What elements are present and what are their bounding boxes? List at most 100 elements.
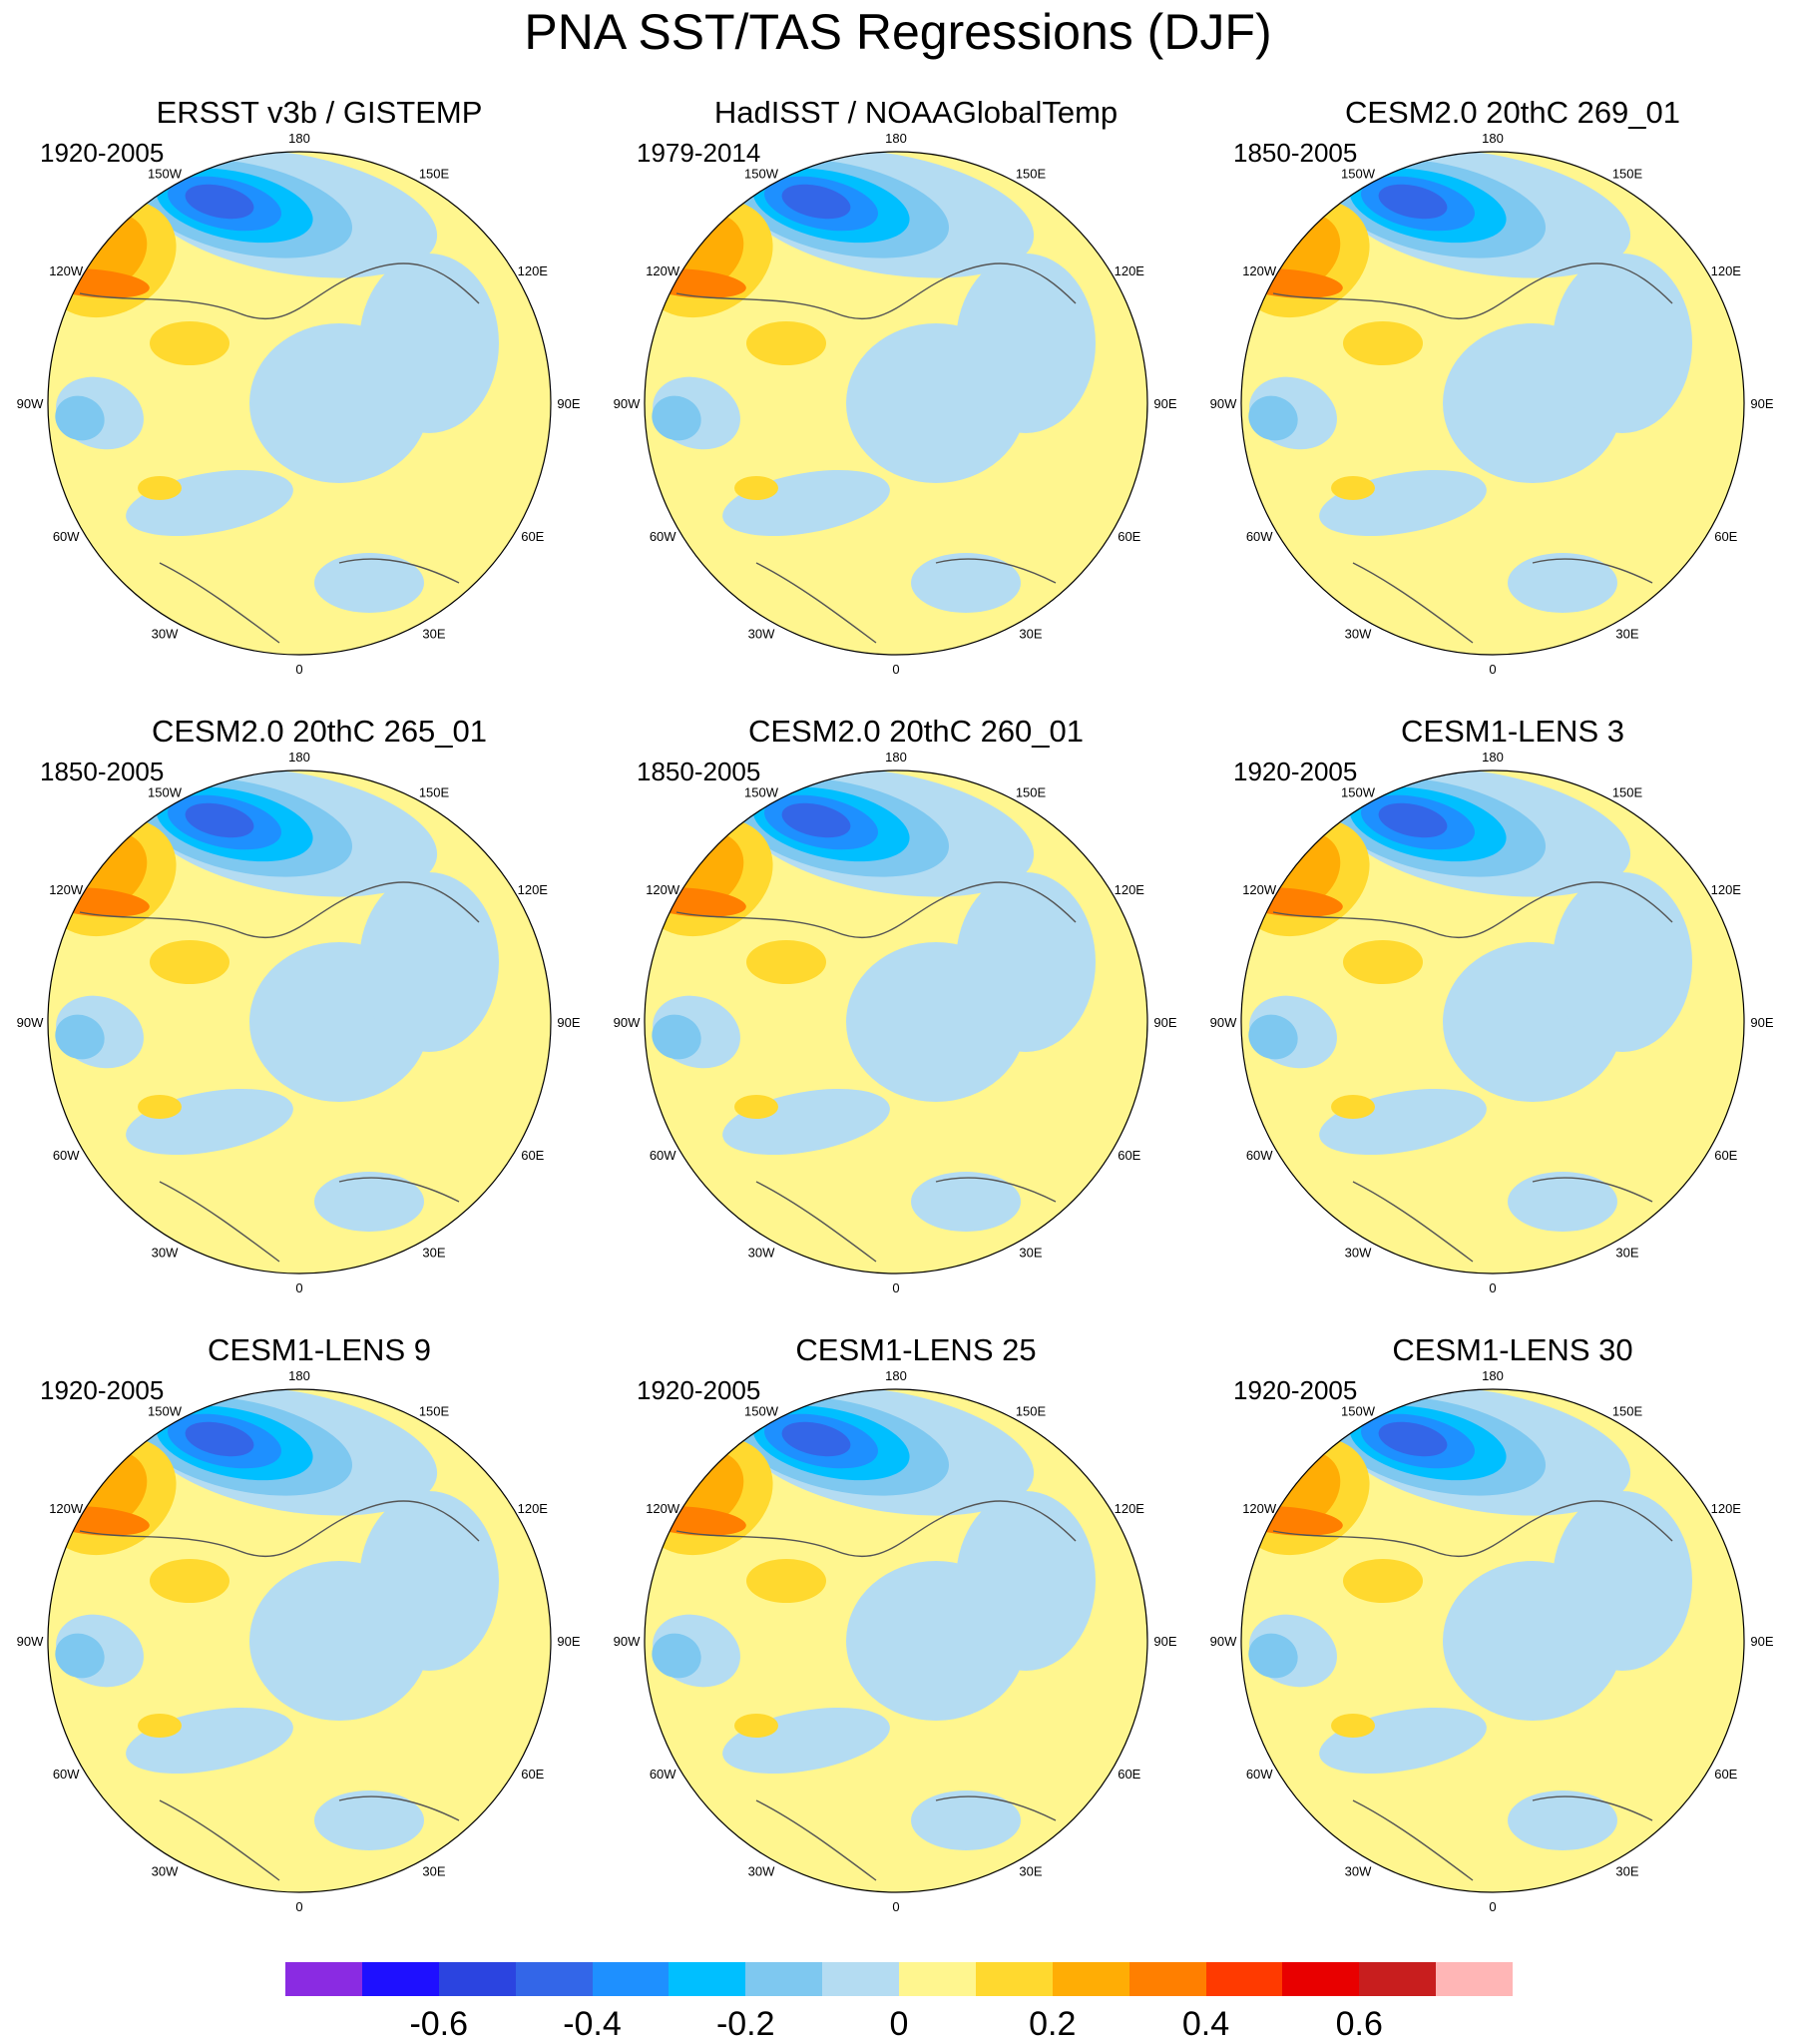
coastline bbox=[79, 881, 480, 1263]
map-panel: CESM1-LENS 9 1920-2005 180 150E 120E 90E 60E 30… bbox=[17, 1331, 599, 1930]
anomaly-region bbox=[1331, 1095, 1375, 1119]
anomaly-region bbox=[150, 321, 229, 365]
longitude-label: 60W bbox=[650, 529, 676, 544]
map-boundary bbox=[644, 1388, 1148, 1893]
longitude-label: 150E bbox=[1016, 785, 1047, 800]
panel-period: 1979-2014 bbox=[637, 138, 761, 168]
map-panel: CESM1-LENS 25 1920-2005 180 150E 120E 90E 60E 3… bbox=[614, 1331, 1195, 1930]
anomaly-region bbox=[1248, 1014, 1298, 1060]
polar-map: 180 150E 120E 90E 60E 30E 0 30W 60W 90W 120W 150W bbox=[17, 750, 581, 1295]
anomaly-region bbox=[314, 553, 424, 613]
colorbar-labels: -0.6 -0.4 -0.2 0 0.2 0.4 0.6 bbox=[285, 2004, 1513, 2044]
longitude-label: 120W bbox=[49, 882, 84, 897]
map-panel: CESM2.0 20thC 265_01 1850-2005 180 150E 120E… bbox=[17, 713, 599, 1311]
longitude-label: 30W bbox=[748, 1863, 775, 1878]
longitude-label: 30E bbox=[1019, 1863, 1042, 1878]
longitude-label: 0 bbox=[1489, 662, 1496, 677]
anomaly-region bbox=[1343, 1559, 1423, 1603]
colorbar-segment bbox=[1128, 1962, 1206, 1996]
anomaly-region bbox=[1331, 476, 1375, 500]
longitude-label: 120E bbox=[1711, 882, 1742, 897]
longitude-label: 120E bbox=[1115, 1501, 1145, 1516]
anomaly-region bbox=[185, 184, 254, 220]
figure-title: PNA SST/TAS Regressions (DJF) bbox=[524, 4, 1272, 60]
polar-map: 180 150E 120E 90E 60E 30E 0 30W 60W 90W 120W 150W bbox=[1210, 750, 1774, 1295]
longitude-label: 120E bbox=[1115, 263, 1145, 278]
longitude-label: 150E bbox=[1612, 167, 1643, 182]
anomaly-region bbox=[652, 395, 701, 441]
longitude-label: 30W bbox=[748, 626, 775, 641]
longitude-label: 90W bbox=[1210, 396, 1237, 411]
longitude-label: 120E bbox=[1115, 882, 1145, 897]
map-panel: CESM1-LENS 3 1920-2005 180 150E 120E 90E 60E 30… bbox=[1210, 713, 1792, 1311]
longitude-label: 0 bbox=[892, 662, 899, 677]
longitude-label: 30W bbox=[1345, 626, 1372, 641]
anomaly-region bbox=[138, 1095, 182, 1119]
anomaly-region bbox=[781, 184, 851, 220]
longitude-label: 90E bbox=[1750, 1015, 1773, 1030]
polar-map: 180 150E 120E 90E 60E 30E 0 30W 60W 90W 120W 150W bbox=[1210, 1368, 1774, 1914]
longitude-label: 150W bbox=[744, 167, 779, 182]
longitude-label: 30W bbox=[748, 1245, 775, 1260]
coastline bbox=[675, 1500, 1077, 1881]
anomaly-region bbox=[1508, 553, 1617, 613]
anomaly-region bbox=[1378, 184, 1448, 220]
map-boundary bbox=[644, 769, 1148, 1275]
anomaly-region bbox=[1553, 1491, 1692, 1671]
anomaly-region bbox=[1343, 940, 1423, 984]
anomaly-region bbox=[956, 1491, 1096, 1671]
colorbar-tick-label: 0.6 bbox=[1335, 2005, 1383, 2043]
longitude-label: 0 bbox=[295, 662, 302, 677]
longitude-label: 90E bbox=[557, 396, 580, 411]
anomaly-region bbox=[746, 321, 826, 365]
anomaly-region bbox=[1331, 1714, 1375, 1738]
colorbar-tick-label: 0.4 bbox=[1181, 2005, 1230, 2043]
longitude-label: 60E bbox=[1118, 1148, 1140, 1163]
longitude-label: 180 bbox=[288, 1368, 310, 1383]
longitude-label: 60E bbox=[1118, 1767, 1140, 1782]
panel-title: CESM1-LENS 3 bbox=[1401, 714, 1624, 749]
anomaly-region bbox=[55, 1633, 105, 1679]
longitude-label: 90E bbox=[1153, 1634, 1176, 1649]
colorbar-segment bbox=[438, 1962, 516, 1996]
longitude-label: 30E bbox=[1019, 1245, 1042, 1260]
longitude-label: 30E bbox=[1615, 1245, 1638, 1260]
map-panel: HadISST / NOAAGlobalTemp 1979-2014 180 150E… bbox=[614, 94, 1195, 693]
polar-map: 180 150E 120E 90E 60E 30E 0 30W 60W 90W 120W 150W bbox=[614, 1368, 1177, 1914]
colorbar-segment bbox=[822, 1962, 899, 1996]
longitude-label: 120E bbox=[1711, 1501, 1742, 1516]
longitude-label: 120W bbox=[1242, 1501, 1277, 1516]
longitude-label: 0 bbox=[295, 1280, 302, 1295]
longitude-label: 150E bbox=[1612, 785, 1643, 800]
anomaly-region bbox=[1343, 321, 1423, 365]
coastline bbox=[1272, 881, 1673, 1263]
longitude-label: 60E bbox=[1714, 529, 1737, 544]
longitude-label: 90W bbox=[17, 1634, 44, 1649]
longitude-label: 180 bbox=[1482, 1368, 1504, 1383]
panel-title: HadISST / NOAAGlobalTemp bbox=[713, 95, 1119, 130]
map-boundary bbox=[644, 151, 1148, 656]
map-boundary bbox=[1240, 151, 1745, 656]
anomaly-region bbox=[734, 1714, 778, 1738]
colorbar-segment bbox=[1359, 1962, 1437, 1996]
longitude-label: 150E bbox=[1016, 1404, 1047, 1419]
polar-map: 180 150E 120E 90E 60E 30E 0 30W 60W 90W 120W 150W bbox=[17, 131, 581, 677]
anomaly-region bbox=[781, 1421, 851, 1457]
longitude-label: 30E bbox=[422, 1245, 445, 1260]
polar-map: 180 150E 120E 90E 60E 30E 0 30W 60W 90W 120W 150W bbox=[614, 131, 1177, 677]
colorbar-segment bbox=[669, 1962, 746, 1996]
colorbar-segment bbox=[361, 1962, 439, 1996]
coastline bbox=[1272, 1500, 1673, 1881]
anomaly-region bbox=[652, 1014, 701, 1060]
panel-title: CESM2.0 20thC 265_01 bbox=[151, 714, 488, 749]
longitude-label: 60E bbox=[521, 1148, 544, 1163]
longitude-label: 30E bbox=[422, 1863, 445, 1878]
map-boundary bbox=[47, 151, 552, 656]
longitude-label: 150W bbox=[1341, 785, 1376, 800]
coastline bbox=[79, 1500, 480, 1881]
map-panel: CESM2.0 20thC 260_01 1850-2005 180 150E 120E… bbox=[614, 713, 1195, 1311]
longitude-label: 180 bbox=[885, 750, 907, 765]
anomaly-region bbox=[150, 940, 229, 984]
anomaly-region bbox=[359, 254, 499, 433]
longitude-label: 150W bbox=[148, 785, 183, 800]
